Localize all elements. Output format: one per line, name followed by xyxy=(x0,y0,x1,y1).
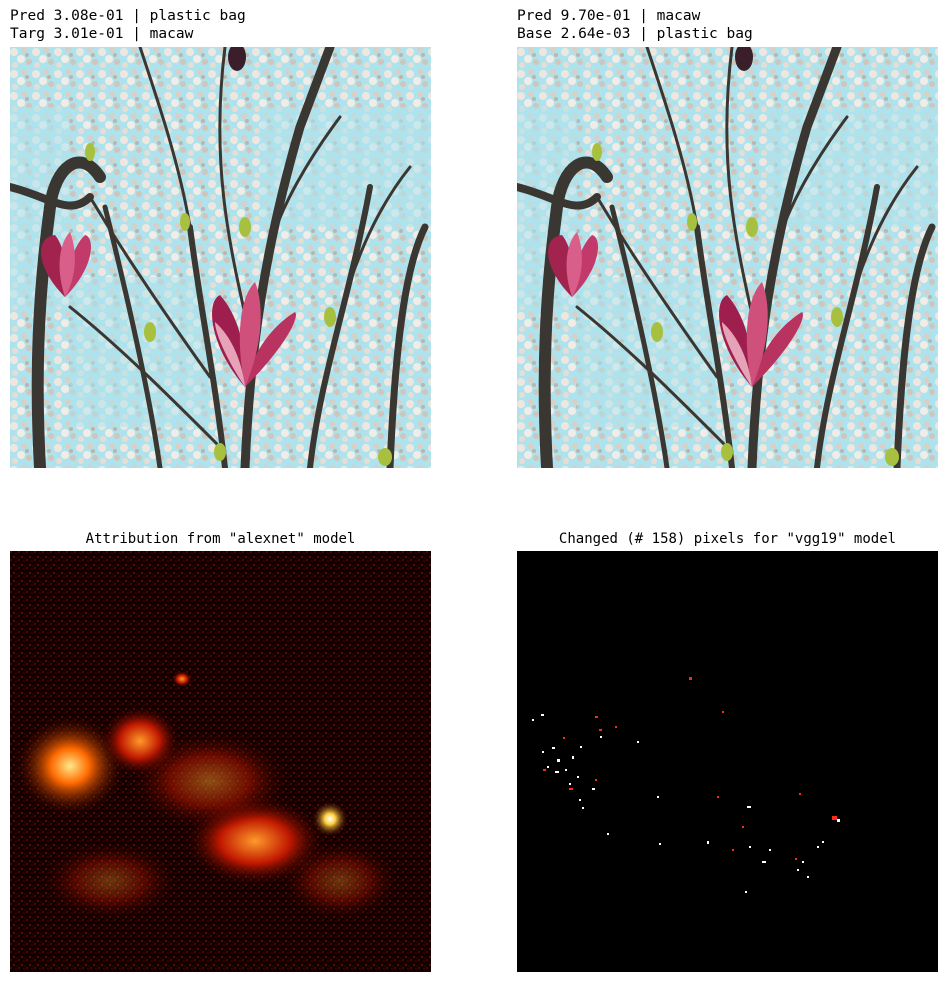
top-left-line1: Pred 3.08e-01 | plastic bag xyxy=(10,8,246,24)
changed-pixels-map xyxy=(517,551,938,972)
magnolia-photo-right xyxy=(517,47,938,468)
attribution-heatmap-svg xyxy=(10,551,431,972)
bottom-right-title: Changed (# 158) pixels for "vgg19" model xyxy=(558,531,897,547)
attribution-heatmap xyxy=(10,551,431,972)
changed-pixels-svg xyxy=(517,551,938,972)
magnolia-photo-left xyxy=(10,47,431,468)
original-photo xyxy=(10,47,431,468)
top-right-line2: Base 2.64e-03 | plastic bag xyxy=(517,26,753,42)
top-left-line2: Targ 3.01e-01 | macaw xyxy=(10,26,194,42)
top-right-title: Pred 9.70e-01 | macaw Base 2.64e-03 | pl… xyxy=(517,7,753,43)
top-right-line1: Pred 9.70e-01 | macaw xyxy=(517,8,701,24)
top-left-title: Pred 3.08e-01 | plastic bag Targ 3.01e-0… xyxy=(10,7,246,43)
bottom-left-title: Attribution from "alexnet" model xyxy=(85,531,356,547)
adversarial-photo xyxy=(517,47,938,468)
